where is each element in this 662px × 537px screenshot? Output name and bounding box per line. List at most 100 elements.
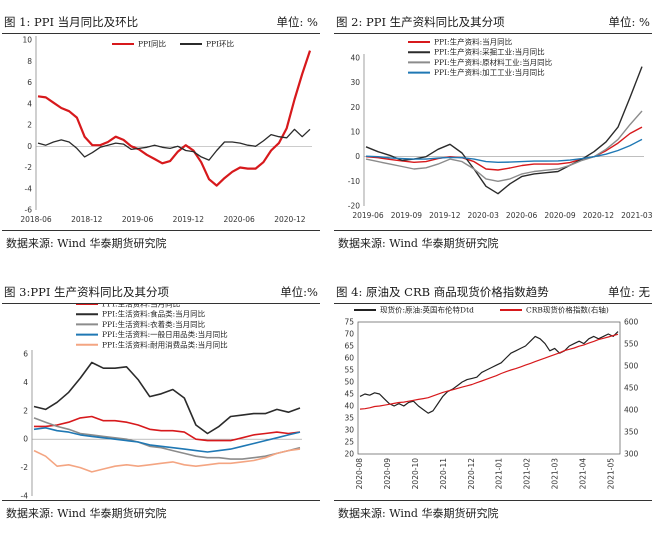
- chart-ppi-consumer-goods: -4-202462019-062019-112020-042020-092021…: [21, 304, 302, 500]
- series-line-3: [33, 417, 301, 460]
- y-tick-label: -2: [21, 463, 29, 472]
- y-tick-label: 0: [23, 435, 28, 444]
- y-tick-label: 10: [350, 128, 360, 137]
- y-tick-label: 4: [23, 378, 28, 387]
- x-tick-label: 2020-12: [467, 458, 476, 490]
- y-tick-label: 30: [344, 426, 354, 435]
- plot-frame: [357, 321, 621, 455]
- source-bar: 数据来源: Wind 华泰期货研究院: [2, 230, 320, 250]
- title-bar: 图 4: 原油及 CRB 商品现货价格指数趋势 单位: 无: [334, 284, 652, 304]
- y-tick-label: 40: [344, 402, 354, 411]
- legend-label: PPI:生活资料:衣着类:当月同比: [102, 319, 206, 329]
- chart-title: 图 2: PPI 生产资料同比及其分项: [336, 15, 505, 29]
- x-tick-label: 2019-12: [173, 215, 205, 224]
- y2-tick-label: 350: [624, 428, 639, 437]
- series-line-1: [37, 50, 312, 187]
- title-bar: 图 3:PPI 生产资料同比及其分项 单位:%: [2, 284, 320, 304]
- y-tick-label: 0: [27, 142, 32, 151]
- legend-label: PPI:生产资料:采掘工业:当月同比: [434, 47, 545, 57]
- series-line-3: [365, 110, 643, 183]
- y2-tick-label: 450: [624, 384, 639, 393]
- y-tick-label: 8: [27, 57, 32, 66]
- chart-oil-crb: 20 25 30 35 40 45 50 55 60 65 70 75 300 350 400 450 500 5…: [344, 305, 639, 490]
- unit-label: 单位: 无: [607, 285, 650, 299]
- x-tick-label: 2020-09: [544, 211, 576, 220]
- x-tick-label: 2019-12: [429, 211, 461, 220]
- chart-ppi-producer-goods: -20 -10 0 10 20 30 40 2019-06 2019-09 2019-12 2020…: [348, 37, 653, 221]
- legend-label: PPI:生产资料:原材料工业:当月同比: [434, 57, 553, 67]
- legend-label: PPI:生活资料:耐用消费品类:当月同比: [102, 339, 228, 349]
- series-line-4: [33, 427, 301, 453]
- y-tick-label: -4: [25, 184, 33, 193]
- series-line-2: [359, 333, 619, 410]
- x-tick-label: 2020-12: [583, 211, 615, 220]
- y-tick-label: 2: [23, 406, 28, 415]
- chart-title: 图 1: PPI 当月同比及环比: [4, 15, 139, 29]
- x-tick-label: 2019-06: [352, 211, 384, 220]
- y-tick-label: 50: [344, 378, 354, 387]
- y2-tick-label: 550: [624, 340, 639, 349]
- source-bar: 数据来源: Wind 华泰期货研究院: [2, 500, 320, 520]
- y2-tick-label: 300: [624, 450, 639, 459]
- unit-label: 单位: %: [608, 15, 650, 29]
- series-line-4: [365, 138, 643, 164]
- x-tick-label: 2018-06: [20, 215, 52, 224]
- y-tick-label: -20: [348, 202, 360, 211]
- y-tick-label: 6: [27, 78, 32, 87]
- y-tick-label: 0: [355, 152, 360, 161]
- y2-tick-label: 400: [624, 406, 639, 415]
- legend-label: PPI同比: [138, 39, 167, 49]
- legend-label: PPI:生活资料:一般日用品类:当月同比: [102, 329, 228, 339]
- y-tick-label: -6: [25, 206, 33, 215]
- unit-label: 单位: %: [276, 15, 318, 29]
- x-tick-label: 2020-06: [223, 215, 255, 224]
- x-tick-label: 2019-06: [122, 215, 154, 224]
- legend-label: PPI:生活资料:食品类:当月同比: [102, 309, 206, 319]
- x-tick-label: 2020-11: [439, 458, 448, 490]
- legend-label: PPI环比: [206, 39, 235, 49]
- title-bar: 图 1: PPI 当月同比及环比 单位: %: [2, 14, 320, 34]
- series-line-1: [34, 415, 301, 442]
- source-bar: 数据来源: Wind 华泰期货研究院: [334, 500, 652, 520]
- x-tick-label: 2019-09: [391, 211, 423, 220]
- series-line-2: [37, 128, 311, 161]
- y-tick-label: 30: [350, 78, 360, 87]
- chart-title: 图 3:PPI 生产资料同比及其分项: [4, 285, 170, 299]
- panel-ppi-producer-goods: 图 2: PPI 生产资料同比及其分项 单位: % -20 -10 0 10 20 30 4…: [334, 0, 656, 267]
- chart-title: 图 4: 原油及 CRB 商品现货价格指数趋势: [336, 285, 549, 299]
- source-text: 数据来源: Wind 华泰期货研究院: [6, 237, 167, 250]
- x-tick-label: 2020-06: [506, 211, 538, 220]
- x-tick-label: 2020-12: [274, 215, 306, 224]
- legend-label: CRB现货价格指数(右轴): [526, 305, 609, 315]
- y-tick-label: 70: [344, 330, 354, 339]
- y-tick-label: -2: [25, 163, 33, 172]
- panel-oil-crb: 图 4: 原油及 CRB 商品现货价格指数趋势 单位: 无 20 25 30 35 40…: [334, 270, 656, 537]
- x-tick-label: 2018-12: [71, 215, 103, 224]
- y-tick-label: -4: [21, 492, 29, 500]
- source-text: 数据来源: Wind 华泰期货研究院: [338, 237, 499, 250]
- y-tick-label: 10: [22, 36, 32, 45]
- source-text: 数据来源: Wind 华泰期货研究院: [6, 507, 167, 520]
- legend-label: PPI:生产资料:加工工业:当月同比: [434, 67, 545, 77]
- x-tick-label: 2021-05: [607, 458, 616, 490]
- x-tick-label: 2020-03: [468, 211, 500, 220]
- x-tick-label: 2021-01: [495, 458, 504, 490]
- y-tick-label: 55: [344, 366, 354, 375]
- y-tick-label: 6: [23, 350, 28, 359]
- title-bar: 图 2: PPI 生产资料同比及其分项 单位: %: [334, 14, 652, 34]
- x-tick-label: 2020-09: [383, 458, 392, 490]
- y-tick-label: 20: [344, 450, 354, 459]
- panel-ppi-yoy-mom: 图 1: PPI 当月同比及环比 单位: % -6 -4 -2 0 2 4 6 8 10 2018…: [2, 0, 324, 267]
- x-tick-label: 2021-03: [551, 458, 560, 490]
- y2-tick-label: 600: [624, 318, 639, 327]
- source-bar: 数据来源: Wind 华泰期货研究院: [334, 230, 652, 250]
- legend-label: PPI:生产资料:当月同比: [434, 37, 513, 47]
- unit-label: 单位:%: [280, 285, 318, 299]
- x-tick-label: 2021-03: [621, 211, 653, 220]
- y-tick-label: 60: [344, 354, 354, 363]
- series-line-2: [33, 361, 301, 435]
- y-tick-label: 2: [27, 121, 32, 130]
- y-tick-label: 20: [350, 103, 360, 112]
- y-tick-label: 35: [344, 414, 354, 423]
- chart-ppi-yoy-mom: -6 -4 -2 0 2 4 6 8 10 2018-06 2018-12 2019-06 2019-1…: [20, 36, 312, 224]
